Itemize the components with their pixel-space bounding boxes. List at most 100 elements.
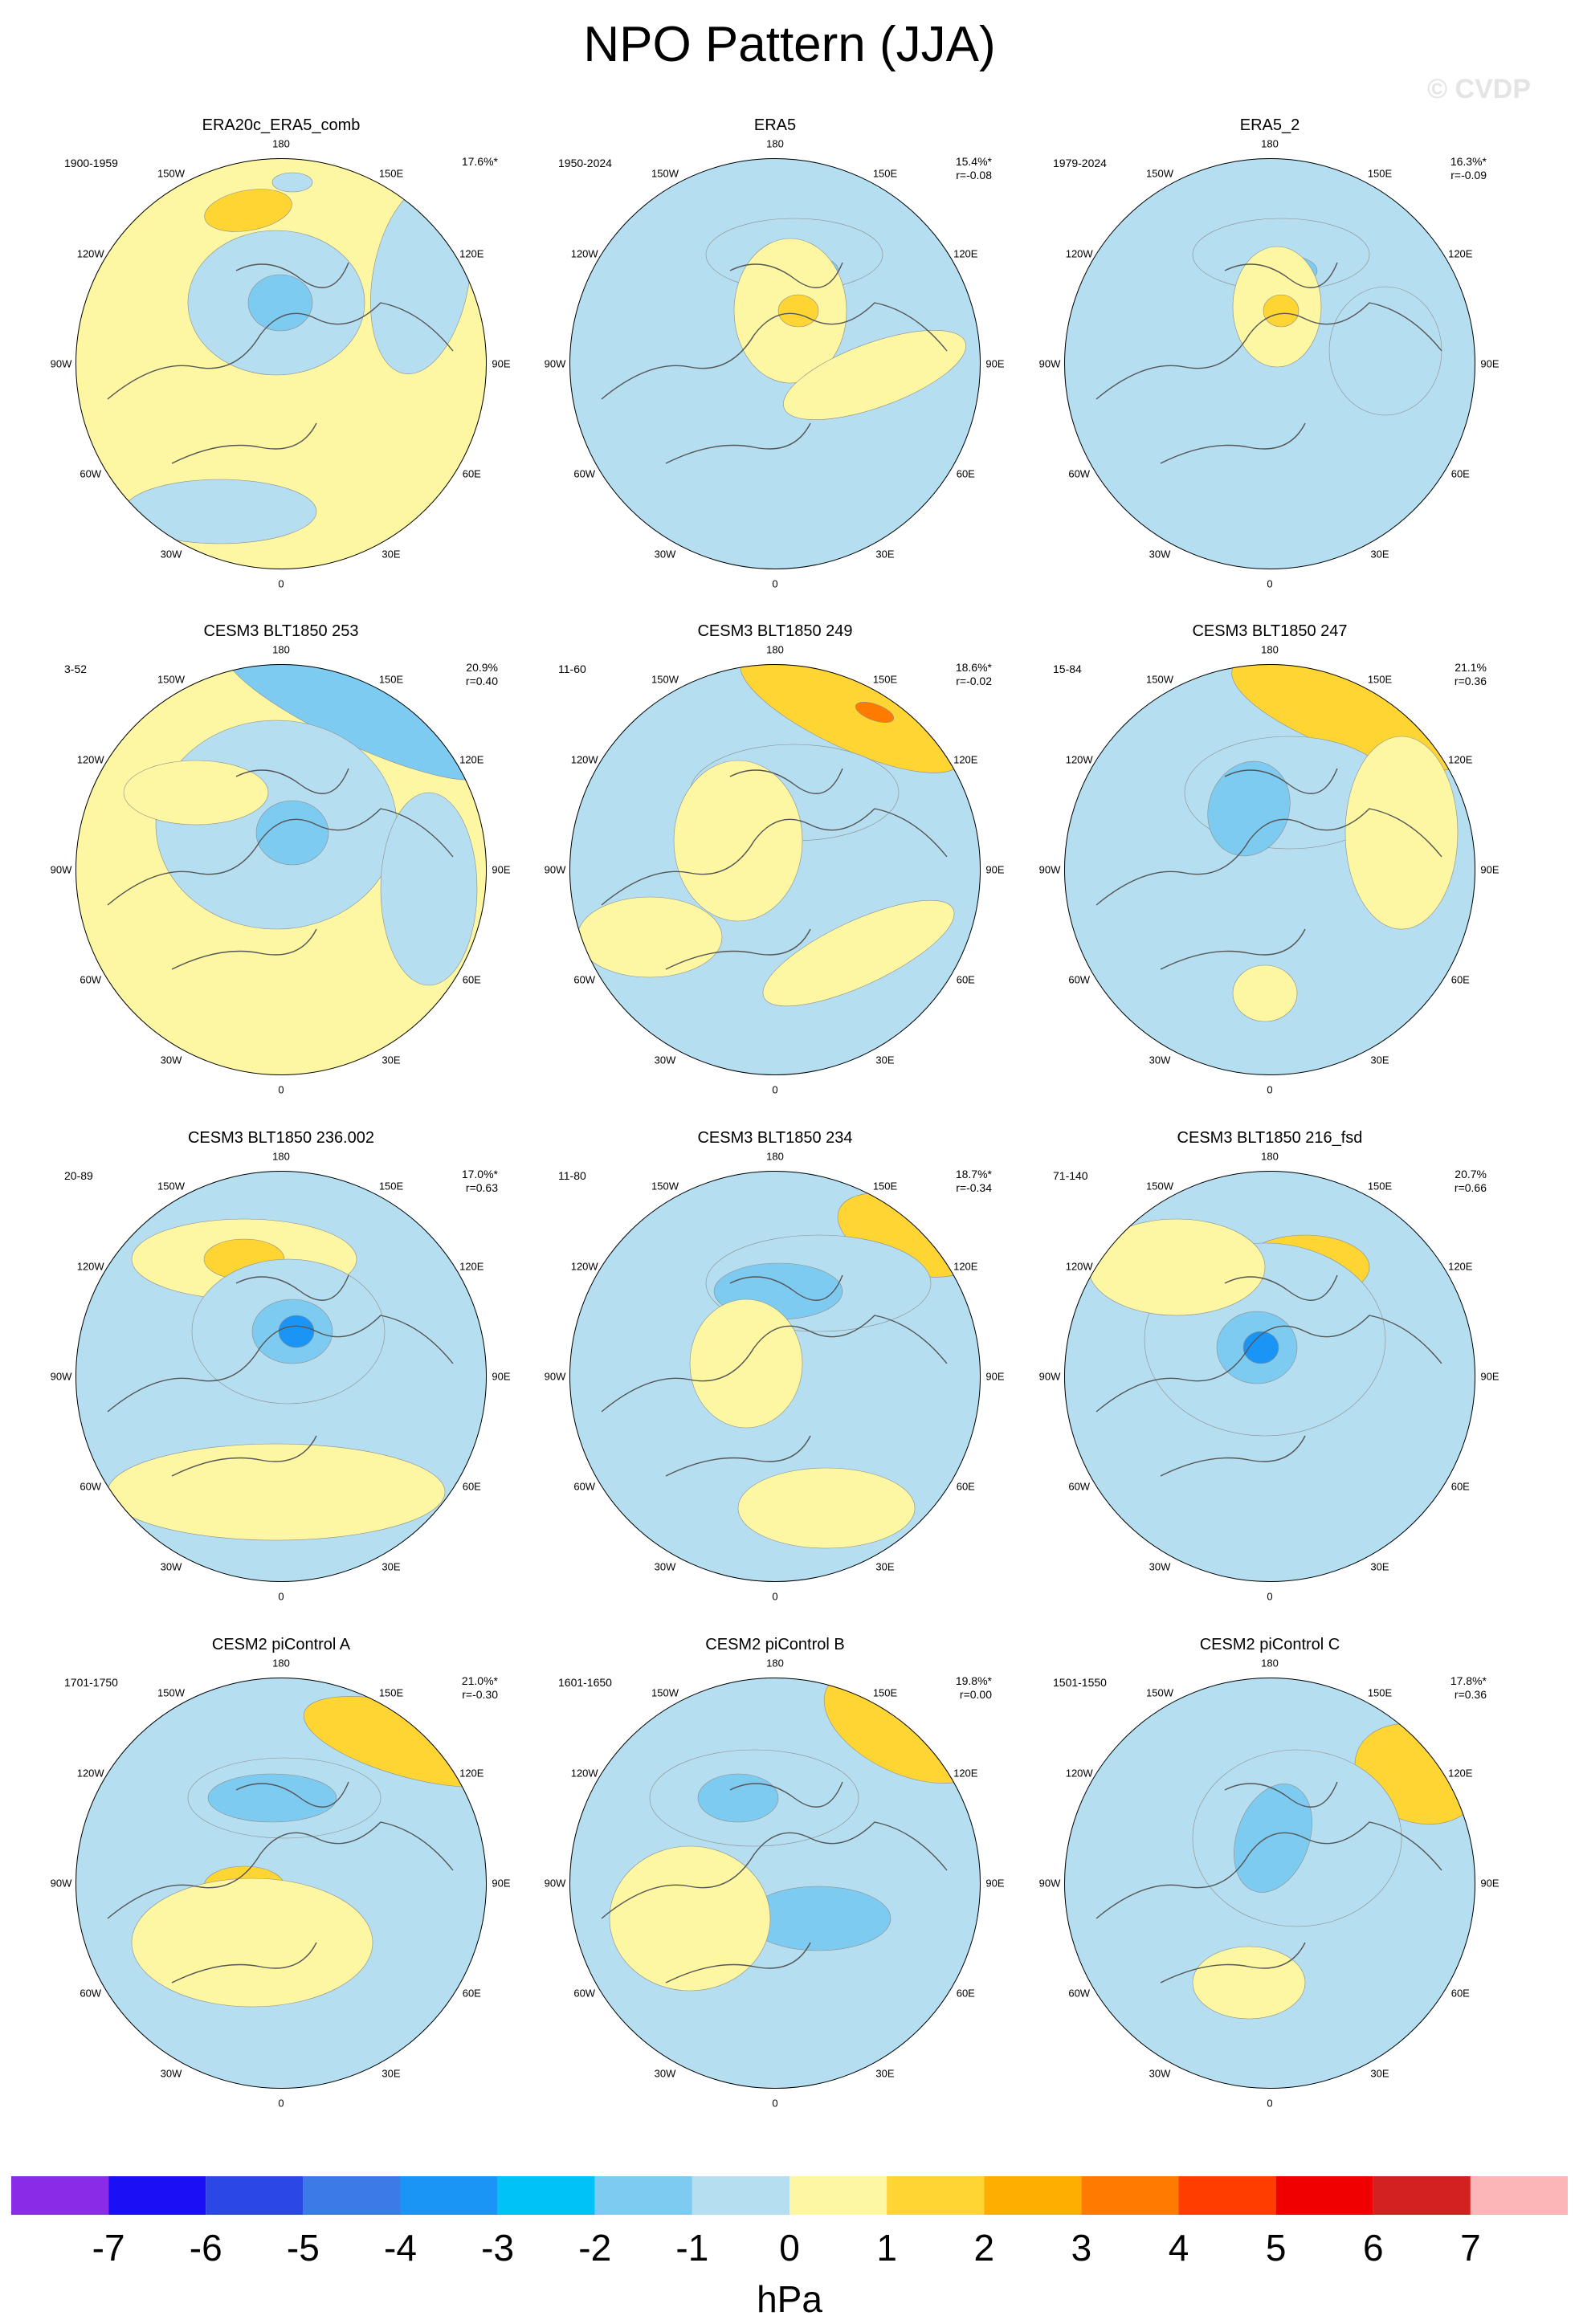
longitude-label: 90W <box>1038 357 1061 370</box>
colorbar-segment <box>1470 2176 1568 2215</box>
map-boundary <box>1064 1678 1475 2089</box>
longitude-label: 60E <box>956 467 975 480</box>
longitude-label: 30W <box>1149 1054 1171 1066</box>
panel-stats: 16.3%* r=-0.09 <box>1450 155 1487 182</box>
longitude-label: 30W <box>654 1054 676 1066</box>
coastline <box>1096 1781 1442 1984</box>
longitude-label: 60E <box>462 1987 481 2000</box>
longitude-label: 0 <box>1267 577 1273 590</box>
longitude-label: 180 <box>766 1150 784 1163</box>
polar-map <box>75 1678 487 2089</box>
longitude-label: 120W <box>76 753 104 766</box>
longitude-label: 180 <box>1261 1150 1279 1163</box>
longitude-label: 120E <box>1448 247 1473 260</box>
longitude-label: 150W <box>1146 167 1173 180</box>
colorbar-tick: 3 <box>1071 2227 1092 2269</box>
longitude-label: 90W <box>50 357 72 370</box>
colorbar <box>11 2176 1568 2215</box>
longitude-label: 30W <box>654 2067 676 2080</box>
longitude-label: 30W <box>160 1054 182 1066</box>
variance-percent: 20.7% <box>1455 1168 1487 1180</box>
colorbar-units: hPa <box>757 2278 822 2320</box>
longitude-label: 0 <box>1267 1590 1273 1603</box>
longitude-label: 180 <box>272 1150 290 1163</box>
longitude-label: 30E <box>875 1054 895 1066</box>
pattern-correlation: r=-0.30 <box>462 1688 498 1701</box>
colorbar-segment <box>1373 2176 1471 2215</box>
panel-stats: 21.1% r=0.36 <box>1455 661 1487 688</box>
longitude-label: 150E <box>1367 1180 1393 1193</box>
colorbar-segment <box>1275 2176 1373 2215</box>
longitude-label: 90W <box>50 1370 72 1383</box>
panel-title: CESM3 BLT1850 234 <box>697 1129 853 1147</box>
pattern-correlation: r=0.63 <box>465 1181 498 1194</box>
longitude-label: 150W <box>651 673 679 686</box>
longitude-label: 60W <box>1068 1987 1091 2000</box>
longitude-label: 30W <box>654 1560 676 1573</box>
colorbar-segment <box>497 2176 595 2215</box>
longitude-label: 90E <box>1480 1877 1499 1890</box>
panel-stats: 17.0%* r=0.63 <box>462 1168 498 1195</box>
colorbar-segment <box>303 2176 401 2215</box>
panel-title: ERA20c_ERA5_comb <box>202 116 361 134</box>
longitude-label: 60W <box>573 973 596 986</box>
longitude-label: 180 <box>272 643 290 656</box>
pattern-correlation: r=0.40 <box>465 675 498 687</box>
map-panel: ERA5_2 1979-2024 16.3%* r=-0.09 180 150E 120E 9… <box>1021 116 1519 630</box>
longitude-label: 30E <box>1370 2067 1389 2080</box>
panel-stats: 18.6%* r=-0.02 <box>956 661 992 688</box>
pattern-correlation: r=-0.08 <box>956 169 992 181</box>
panel-stats: 17.6%* <box>462 155 498 169</box>
anomaly-contour <box>278 1315 315 1348</box>
colorbar-segment <box>692 2176 790 2215</box>
variance-percent: 21.0%* <box>461 1674 498 1687</box>
longitude-label: 30E <box>381 2067 401 2080</box>
longitude-label: 30W <box>160 1560 182 1573</box>
longitude-label: 180 <box>272 137 290 150</box>
map-boundary <box>1064 158 1475 569</box>
longitude-label: 90W <box>1038 1370 1061 1383</box>
colorbar-tick: 0 <box>779 2227 800 2269</box>
longitude-label: 150W <box>1146 673 1173 686</box>
longitude-label: 30E <box>1370 548 1389 561</box>
longitude-label: 0 <box>278 577 284 590</box>
coastline <box>1096 768 1442 970</box>
longitude-label: 90W <box>50 863 72 876</box>
anomaly-contour <box>1328 286 1442 416</box>
anomaly-contour <box>255 800 329 866</box>
longitude-label: 120E <box>459 247 484 260</box>
longitude-label: 60W <box>1068 1480 1091 1493</box>
panel-stats: 20.9% r=0.40 <box>466 661 498 688</box>
colorbar-segment <box>887 2176 985 2215</box>
variance-percent: 21.1% <box>1455 661 1487 674</box>
longitude-label: 150E <box>378 167 404 180</box>
longitude-label: 180 <box>1261 643 1279 656</box>
pattern-correlation: r=0.36 <box>1454 675 1487 687</box>
longitude-label: 60W <box>1068 973 1091 986</box>
colorbar-segment <box>984 2176 1082 2215</box>
map-boundary <box>569 664 981 1075</box>
map-panel: CESM2 piControl B 1601-1650 19.8%* r=0.00 18… <box>526 1636 1024 2150</box>
colorbar-tick: -4 <box>384 2227 417 2269</box>
longitude-label: 60E <box>462 467 481 480</box>
longitude-label: 60W <box>573 1987 596 2000</box>
anomaly-contour <box>1192 1946 1306 2020</box>
longitude-label: 180 <box>1261 1657 1279 1670</box>
longitude-label: 150E <box>1367 1686 1393 1699</box>
longitude-label: 0 <box>772 1083 778 1096</box>
longitude-label: 60E <box>956 973 975 986</box>
anomaly-contour <box>380 792 478 986</box>
colorbar-segment <box>108 2176 206 2215</box>
longitude-label: 180 <box>766 643 784 656</box>
map-panel: ERA5 1950-2024 15.4%* r=-0.08 180 150E 120E 90E… <box>526 116 1024 630</box>
colorbar-segment <box>11 2176 109 2215</box>
longitude-label: 120E <box>1448 1767 1473 1780</box>
anomaly-contour <box>609 1845 771 1992</box>
coastline <box>107 1274 454 1477</box>
colorbar-tick: -2 <box>578 2227 612 2269</box>
colorbar-tick: -3 <box>481 2227 515 2269</box>
longitude-label: 120W <box>570 753 598 766</box>
panel-years: 1701-1750 <box>64 1676 118 1689</box>
coastline <box>1096 262 1442 464</box>
longitude-label: 60E <box>956 1480 975 1493</box>
